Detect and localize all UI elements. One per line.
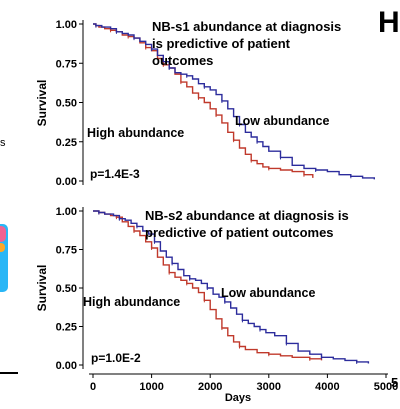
annotation-low-abundance: Low abundance	[235, 114, 330, 128]
y-axis-title: Survival	[35, 265, 49, 312]
panel-letter: H	[378, 6, 400, 39]
x-tick-label: 4000	[315, 381, 339, 393]
y-axis-title: Survival	[35, 80, 49, 127]
x-tick-label: 0	[90, 381, 96, 393]
chart-title-line: outcomes	[152, 53, 213, 68]
x-tick-label: 1000	[139, 381, 163, 393]
edge-fragment-left: s	[0, 137, 6, 149]
y-tick-label: 0.75	[56, 245, 77, 257]
chart-title-line: NB-s2 abundance at diagnosis is	[145, 208, 349, 223]
y-tick-label: 0.50	[56, 283, 77, 295]
edge-illustration-fragment-pink	[0, 226, 6, 242]
y-tick-label: 0.75	[56, 58, 77, 70]
y-tick-label: 1.00	[56, 206, 77, 218]
y-tick-label: 0.00	[56, 360, 77, 372]
x-axis-title: Days	[225, 392, 251, 404]
edge-rule	[0, 372, 18, 374]
annotation-high-abundance: High abundance	[87, 126, 184, 140]
x-tick-label: 2000	[198, 381, 222, 393]
edge-illustration-fragment-orange	[0, 243, 5, 252]
annotation-low-abundance: Low abundance	[221, 286, 316, 300]
p-value: p=1.0E-2	[91, 351, 141, 365]
p-value: p=1.4E-3	[90, 167, 140, 181]
series-line-low-abundance	[93, 23, 375, 180]
chart-title-line: NB-s1 abundance at diagnosis	[152, 19, 341, 34]
y-tick-label: 0.25	[56, 137, 77, 149]
y-tick-label: 0.50	[56, 98, 77, 110]
y-tick-label: 1.00	[56, 19, 77, 31]
edge-illustration-fragment	[0, 224, 8, 292]
chart-title-line: is predictive of patient	[152, 36, 291, 51]
chart-title-line: predictive of patient outcomes	[145, 225, 334, 240]
y-tick-label: 0.25	[56, 322, 77, 334]
x-tick-label: 3000	[257, 381, 281, 393]
edge-fragment-right: 5	[391, 375, 399, 390]
annotation-high-abundance: High abundance	[83, 295, 180, 309]
y-tick-label: 0.00	[56, 176, 77, 188]
x-tick-label: 5000	[374, 381, 398, 393]
